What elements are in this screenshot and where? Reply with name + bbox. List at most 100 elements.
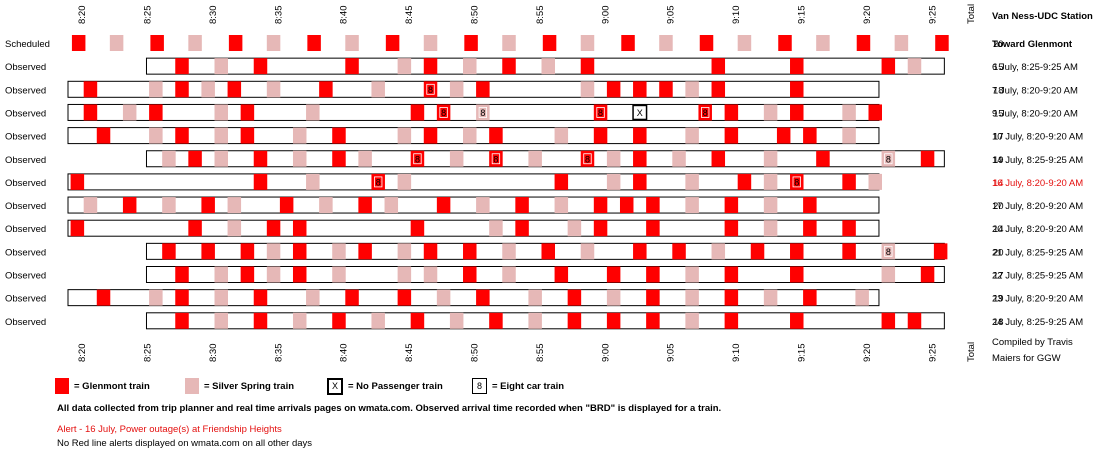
no-alerts-note: No Red line alerts displayed on wmata.co…	[57, 438, 313, 449]
glenmont-train-mark	[724, 127, 739, 144]
glenmont-train-mark	[228, 35, 243, 51]
silver-spring-train-mark	[149, 81, 163, 98]
glenmont-train-mark	[672, 243, 686, 260]
silver-spring-train-mark	[541, 58, 555, 75]
glenmont-train-mark	[593, 127, 608, 144]
silver-spring-train-mark	[449, 312, 464, 329]
silver-spring-legend-swatch	[185, 378, 199, 394]
silver-spring-train-mark	[554, 197, 569, 214]
glenmont-train-mark	[646, 197, 660, 214]
glenmont-train-mark	[554, 266, 569, 283]
row-label: Observed	[5, 62, 46, 73]
eight-car-label: 8	[480, 108, 485, 118]
silver-spring-train-mark	[306, 173, 320, 190]
silver-spring-train-mark	[528, 150, 542, 167]
row-label: Observed	[5, 85, 46, 96]
silver-spring-train-mark	[423, 266, 438, 283]
row-total: 15	[993, 108, 1004, 119]
eight-car-label: 8	[703, 108, 708, 118]
row-total: 14	[993, 178, 1004, 189]
eight-car-label: 8	[376, 177, 381, 187]
glenmont-train-mark	[567, 289, 582, 306]
silver-spring-train-mark	[162, 150, 176, 167]
row-description: 23 July, 8:20-9:20 AM	[992, 294, 1083, 305]
total-header-bottom: Total	[966, 342, 977, 362]
silver-spring-train-mark	[149, 127, 163, 144]
glenmont-train-mark	[633, 150, 647, 167]
glenmont-train-mark	[633, 173, 647, 190]
glenmont-train-mark	[842, 243, 856, 260]
eight-car-label: 8	[585, 154, 590, 164]
glenmont-train-mark	[633, 81, 647, 98]
silver-spring-train-mark	[685, 173, 699, 190]
glenmont-train-mark	[227, 81, 242, 98]
row-description: 20 July, 8:20-9:20 AM	[992, 224, 1083, 235]
eight-car-marker	[426, 83, 435, 95]
glenmont-train-mark	[920, 266, 935, 283]
eight-car-marker	[478, 107, 487, 118]
silver-spring-train-mark	[685, 81, 699, 98]
silver-spring-train-mark	[672, 150, 686, 167]
glenmont-train-mark	[201, 197, 215, 214]
glenmont-legend-label: = Glenmont train	[74, 381, 150, 392]
glenmont-train-mark	[345, 58, 359, 75]
silver-spring-train-mark	[227, 220, 242, 237]
glenmont-train-mark	[646, 220, 660, 237]
glenmont-train-mark	[724, 289, 739, 306]
row-total: 17	[993, 271, 1004, 282]
glenmont-train-mark	[385, 35, 400, 51]
silver-spring-train-mark	[476, 197, 490, 214]
silver-spring-train-mark	[371, 81, 385, 98]
silver-spring-train-mark	[332, 266, 346, 283]
time-tick-top: 9:25	[927, 6, 938, 25]
train-arrival-chart: 8:20 8:20 8:25 8:25 8:30 8:30 8:35 8:35 8:40 8:40…	[5, 4, 1093, 364]
time-tick-top: 9:15	[796, 6, 807, 25]
glenmont-train-mark	[423, 58, 438, 75]
silver-spring-train-mark	[292, 150, 307, 167]
silver-spring-train-mark	[436, 289, 451, 306]
silver-spring-train-mark	[266, 243, 281, 260]
silver-spring-train-mark	[214, 127, 228, 144]
glenmont-train-mark	[175, 58, 189, 75]
glenmont-train-mark	[489, 312, 503, 329]
row-total: 14	[993, 224, 1004, 235]
row-description: 17 July, 8:20-9:20 AM	[992, 201, 1083, 212]
glenmont-train-mark	[410, 104, 425, 121]
time-tick-top: 8:45	[404, 6, 415, 25]
silver-spring-train-mark	[711, 243, 726, 260]
row-description: 21 July, 8:25-9:25 AM	[992, 247, 1083, 258]
silver-spring-train-mark	[384, 197, 399, 214]
eight-car-label: 8	[441, 108, 446, 118]
time-tick-top: 8:50	[469, 6, 480, 25]
silver-spring-train-mark	[567, 220, 582, 237]
glenmont-train-mark	[920, 150, 935, 167]
time-tick-bottom: 8:50	[469, 344, 480, 363]
glenmont-train-mark	[319, 81, 333, 98]
silver-spring-train-mark	[685, 266, 699, 283]
glenmont-train-mark	[397, 289, 412, 306]
row-label: Observed	[5, 108, 46, 119]
time-tick-bottom: 8:40	[339, 344, 350, 363]
silver-spring-train-mark	[881, 266, 896, 283]
glenmont-train-mark	[188, 150, 202, 167]
glenmont-train-mark	[332, 150, 346, 167]
glenmont-train-mark	[476, 81, 490, 98]
glenmont-train-mark	[541, 243, 555, 260]
glenmont-train-mark	[423, 243, 438, 260]
glenmont-train-mark	[803, 220, 817, 237]
glenmont-train-mark	[554, 173, 569, 190]
glenmont-train-mark	[150, 35, 164, 51]
eight-car-label: 8	[794, 177, 799, 187]
no-passenger-legend-label: = No Passenger train	[348, 381, 443, 392]
glenmont-train-mark	[606, 266, 621, 283]
row-total: 19	[993, 155, 1004, 166]
eight-car-label: 8	[493, 154, 498, 164]
glenmont-train-mark	[646, 289, 660, 306]
silver-spring-train-mark	[292, 312, 307, 329]
glenmont-train-mark	[358, 243, 372, 260]
glenmont-train-mark	[175, 81, 189, 98]
glenmont-train-mark	[621, 35, 635, 51]
silver-spring-train-mark	[907, 58, 922, 75]
glenmont-train-mark	[933, 243, 948, 260]
silver-spring-train-mark	[894, 35, 909, 51]
